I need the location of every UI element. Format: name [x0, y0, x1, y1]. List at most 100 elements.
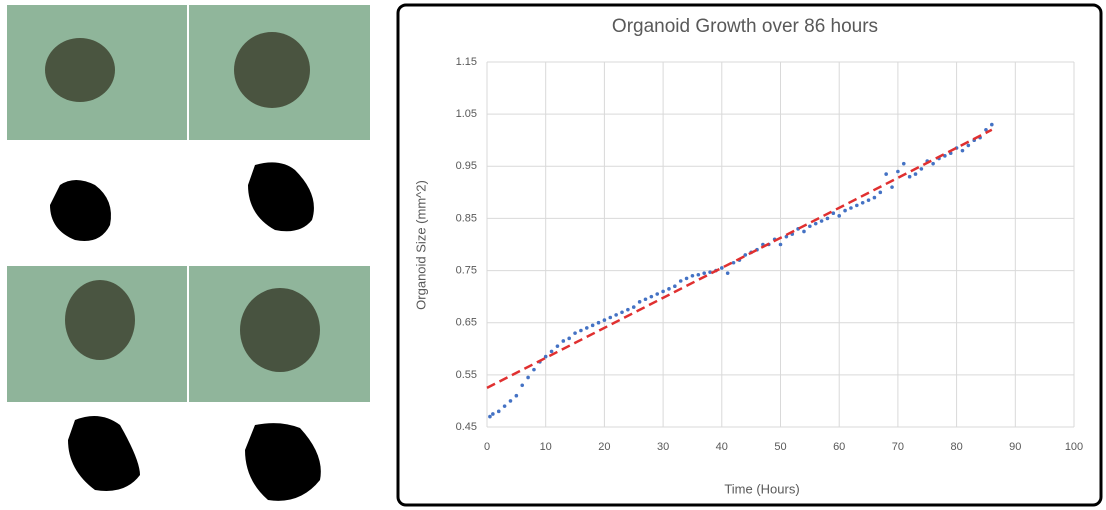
data-point	[819, 219, 824, 223]
data-point	[526, 375, 530, 380]
data-point	[532, 367, 536, 372]
x-tick-label: 100	[1065, 441, 1083, 453]
data-point	[637, 300, 642, 304]
data-point	[884, 172, 888, 176]
data-point	[602, 318, 607, 322]
data-point	[620, 310, 624, 315]
data-point	[567, 336, 571, 341]
data-point	[731, 260, 736, 265]
data-point	[573, 331, 577, 335]
y-tick-label: 0.75	[456, 264, 477, 276]
data-point	[919, 167, 924, 171]
mask	[248, 162, 314, 232]
data-point	[966, 143, 971, 148]
data-point	[684, 276, 689, 281]
data-point	[784, 234, 789, 239]
data-point	[561, 339, 566, 343]
data-point	[990, 122, 994, 127]
data-point	[896, 169, 900, 174]
data-point	[743, 253, 748, 257]
data-point	[649, 294, 654, 299]
organoid	[65, 280, 135, 360]
data-point	[690, 273, 695, 278]
data-point	[491, 412, 495, 416]
x-tick-label: 20	[598, 441, 610, 453]
mask	[68, 416, 140, 491]
organoid	[240, 288, 320, 372]
chart-title: Organoid Growth over 86 hours	[612, 16, 878, 37]
data-point	[502, 404, 507, 408]
microscopy-panel	[7, 5, 370, 501]
data-point	[608, 315, 613, 320]
data-point	[555, 344, 560, 348]
data-point	[661, 289, 665, 294]
data-point	[837, 214, 841, 218]
data-point	[849, 206, 853, 210]
data-point	[584, 326, 589, 330]
data-point	[673, 284, 677, 289]
trend-line	[486, 128, 993, 390]
x-tick-label: 80	[950, 441, 962, 453]
mask	[245, 423, 321, 501]
data-point	[590, 323, 595, 328]
data-point	[549, 349, 554, 354]
data-point	[831, 211, 836, 216]
y-tick-label: 0.55	[456, 369, 477, 381]
x-axis-label: Time (Hours)	[724, 481, 799, 496]
data-point	[667, 287, 671, 291]
data-point	[872, 195, 877, 200]
data-point	[960, 148, 965, 153]
y-tick-label: 0.95	[456, 160, 477, 172]
data-point	[678, 279, 683, 283]
y-axis-label: Organoid Size (mm^2)	[413, 180, 428, 310]
data-point	[878, 190, 883, 195]
data-point	[913, 172, 918, 176]
data-point	[696, 272, 701, 277]
data-point	[508, 399, 513, 403]
data-point	[702, 271, 706, 275]
x-tick-label: 50	[774, 441, 786, 453]
data-point	[890, 185, 894, 189]
x-tick-label: 90	[1009, 441, 1021, 453]
y-tick-label: 1.05	[456, 108, 477, 120]
data-point	[520, 383, 525, 388]
y-tick-label: 1.15	[456, 56, 477, 68]
data-point	[901, 161, 906, 166]
data-point	[855, 203, 859, 208]
data-point	[596, 320, 601, 325]
data-point	[808, 224, 812, 229]
y-tick-label: 0.65	[456, 317, 477, 329]
data-point	[720, 266, 724, 270]
data-point	[708, 270, 712, 274]
data-point	[825, 216, 830, 221]
x-tick-label: 70	[892, 441, 904, 453]
data-point	[631, 305, 636, 309]
data-point	[843, 208, 847, 213]
data-point	[488, 414, 492, 419]
data-point	[626, 307, 630, 312]
organoid	[45, 38, 115, 102]
data-point	[860, 200, 865, 205]
data-point	[778, 242, 783, 247]
data-point	[725, 271, 730, 275]
data-point	[655, 292, 660, 296]
data-point	[931, 161, 935, 166]
data-point	[543, 354, 548, 359]
x-tick-label: 10	[540, 441, 552, 453]
data-point	[496, 409, 501, 414]
data-point	[907, 174, 912, 179]
data-point	[866, 198, 871, 202]
x-tick-label: 40	[716, 441, 728, 453]
data-point	[984, 127, 988, 132]
data-point	[514, 393, 519, 398]
y-tick-label: 0.45	[456, 421, 477, 433]
data-point	[579, 328, 583, 333]
data-point	[643, 297, 648, 302]
organoid	[234, 32, 310, 108]
mask	[50, 180, 111, 241]
data-point	[813, 221, 818, 226]
x-tick-label: 0	[484, 441, 490, 453]
data-point	[614, 313, 618, 317]
